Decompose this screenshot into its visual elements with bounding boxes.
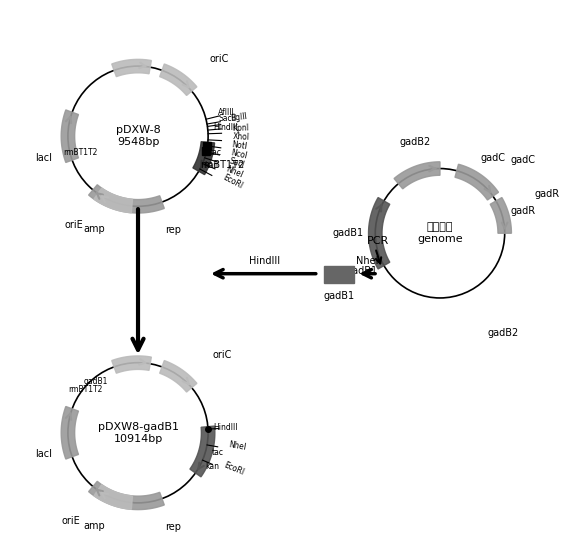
Text: oriE: oriE xyxy=(61,517,80,526)
Text: gadB1: gadB1 xyxy=(333,228,364,238)
Polygon shape xyxy=(88,481,164,509)
Text: NheI: NheI xyxy=(225,165,244,180)
Polygon shape xyxy=(190,426,215,477)
Polygon shape xyxy=(112,60,151,76)
Polygon shape xyxy=(94,188,132,213)
Bar xyxy=(202,147,210,155)
Text: pDXW-8
9548bp: pDXW-8 9548bp xyxy=(116,125,160,147)
Text: gadR: gadR xyxy=(535,189,560,199)
Text: EcoRI: EcoRI xyxy=(221,172,244,190)
Text: kan: kan xyxy=(204,162,218,170)
Text: gadC: gadC xyxy=(511,156,536,165)
Polygon shape xyxy=(88,185,164,213)
Text: 短乳杆菌
genome: 短乳杆菌 genome xyxy=(417,222,463,244)
Text: HindIII: HindIII xyxy=(249,256,280,266)
Text: gadC: gadC xyxy=(480,153,505,163)
Text: NotI: NotI xyxy=(231,140,249,152)
Text: rep: rep xyxy=(165,522,181,532)
Text: lacI: lacI xyxy=(35,449,52,459)
Text: kan: kan xyxy=(206,462,220,470)
Polygon shape xyxy=(394,162,440,189)
Text: KpnI: KpnI xyxy=(232,124,249,133)
Text: NheI: NheI xyxy=(356,256,379,266)
Text: gadB1: gadB1 xyxy=(323,292,354,301)
Text: gadB1: gadB1 xyxy=(84,377,108,386)
Text: PCR: PCR xyxy=(367,236,389,247)
Text: tac: tac xyxy=(210,148,222,157)
Polygon shape xyxy=(112,356,151,373)
Text: HindIII: HindIII xyxy=(213,423,238,432)
Text: oriC: oriC xyxy=(209,54,229,64)
Text: NcoI: NcoI xyxy=(230,149,249,161)
Text: AflIII: AflIII xyxy=(218,107,235,117)
Bar xyxy=(203,142,211,150)
Polygon shape xyxy=(94,485,132,509)
Polygon shape xyxy=(61,406,79,459)
Text: XhoI: XhoI xyxy=(232,132,250,142)
Text: gadB2: gadB2 xyxy=(400,137,431,147)
Text: rmBT1T2: rmBT1T2 xyxy=(63,148,98,157)
Bar xyxy=(324,266,354,283)
Text: BglII: BglII xyxy=(230,112,248,123)
Text: gadB2: gadB2 xyxy=(487,328,518,338)
Text: oriC: oriC xyxy=(212,351,231,360)
Polygon shape xyxy=(369,197,390,269)
Text: pDXW8-gadB1
10914bp: pDXW8-gadB1 10914bp xyxy=(98,422,179,443)
Text: lacI: lacI xyxy=(35,153,52,163)
Text: rmBT1T2: rmBT1T2 xyxy=(201,159,244,170)
Text: oriE: oriE xyxy=(64,220,83,230)
Polygon shape xyxy=(61,110,79,163)
Polygon shape xyxy=(160,64,197,95)
Polygon shape xyxy=(193,141,214,175)
Text: rep: rep xyxy=(165,225,181,235)
Polygon shape xyxy=(455,164,498,200)
Text: SacI: SacI xyxy=(228,157,246,170)
Polygon shape xyxy=(490,197,512,233)
Text: gadB1: gadB1 xyxy=(346,266,377,276)
Text: amp: amp xyxy=(84,521,106,531)
Text: NheI: NheI xyxy=(228,440,247,451)
Text: amp: amp xyxy=(84,224,106,234)
Text: SacII: SacII xyxy=(218,114,236,124)
Text: rmBT1T2: rmBT1T2 xyxy=(69,385,103,394)
Text: EcoRI: EcoRI xyxy=(223,460,245,477)
Text: HindIII: HindIII xyxy=(213,123,238,132)
Polygon shape xyxy=(160,360,197,392)
Text: tac: tac xyxy=(212,448,224,457)
Text: gadR: gadR xyxy=(511,206,536,216)
